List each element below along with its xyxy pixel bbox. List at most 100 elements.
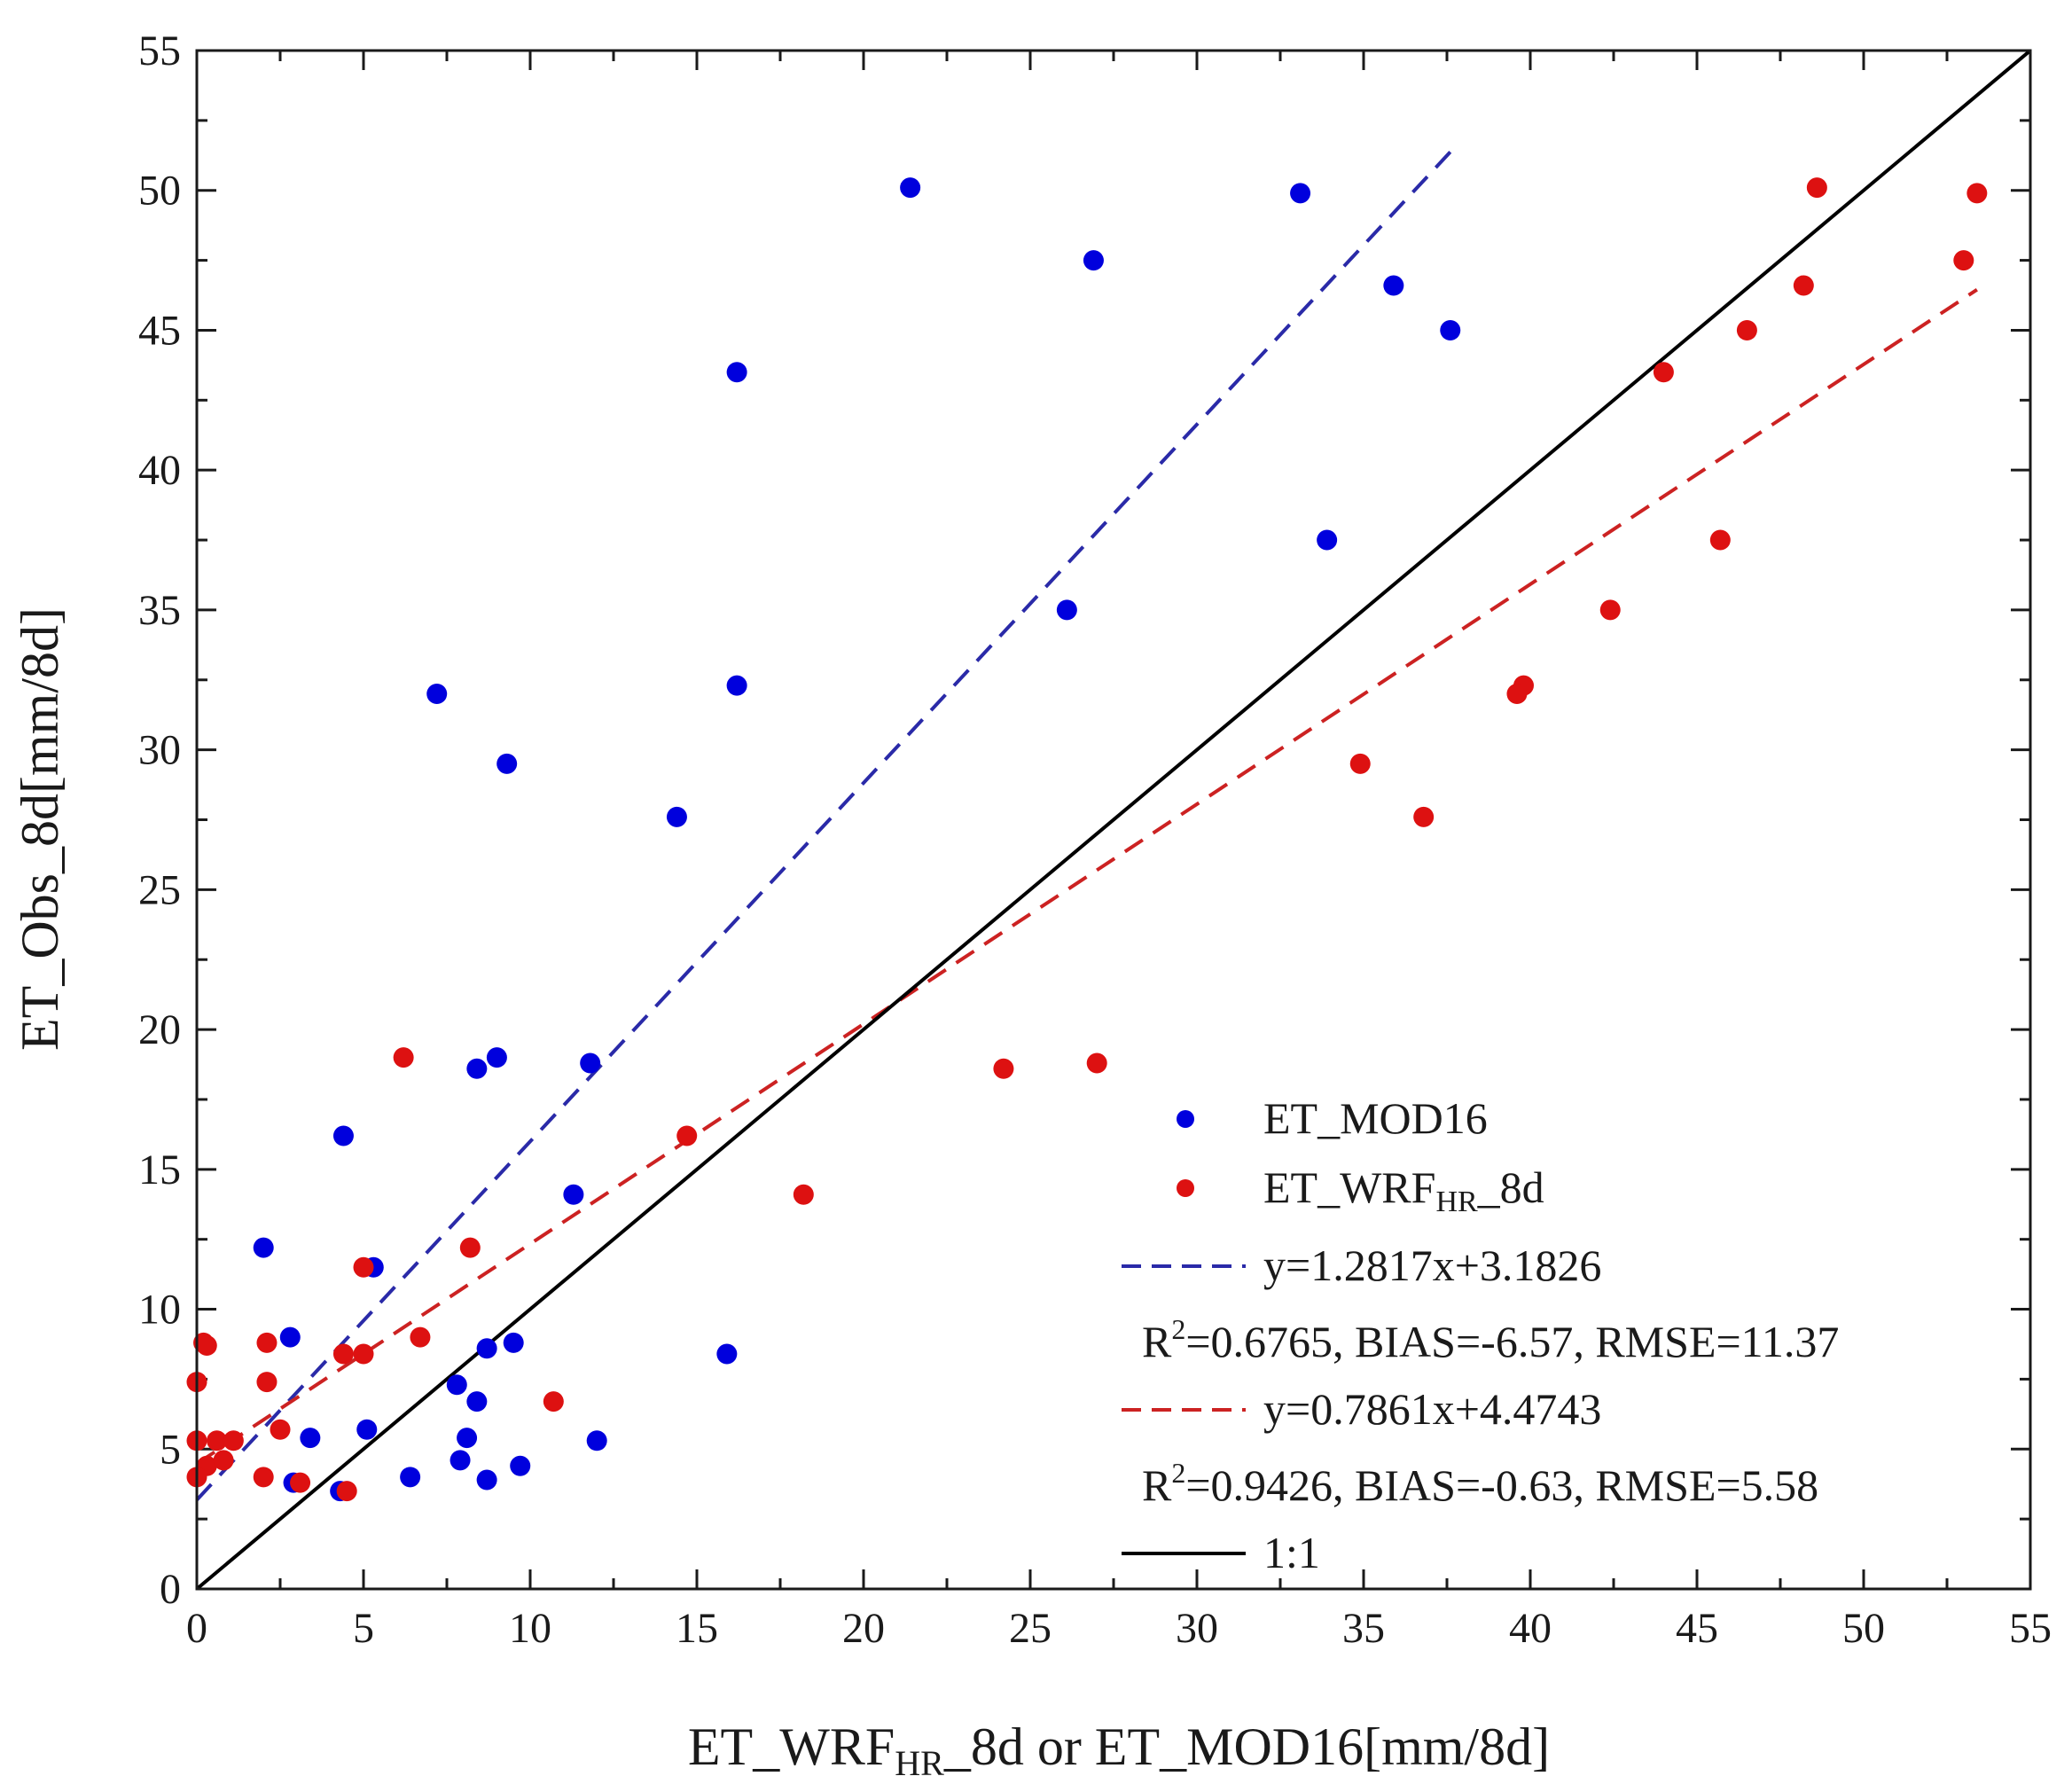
point-wrf: [213, 1450, 234, 1471]
y-tick-label: 40: [138, 447, 181, 494]
point-mod16: [476, 1338, 497, 1359]
point-mod16: [426, 684, 448, 705]
point-mod16: [1290, 183, 1311, 204]
y-tick-label: 5: [160, 1426, 181, 1473]
fit-line-layer: [195, 49, 2032, 1591]
point-wrf: [256, 1372, 278, 1393]
point-mod16: [486, 1047, 507, 1068]
point-wrf: [1349, 753, 1371, 774]
fit-line-2: [195, 49, 2032, 1591]
y-axis-label: ET_Obs_8d[mm/8d]: [11, 607, 69, 1051]
point-mod16: [400, 1467, 421, 1488]
legend-marker-wrf: [1177, 1179, 1194, 1197]
legend-label-wrf: ET_WRFHR_8d: [1263, 1162, 1544, 1218]
x-tick-label: 55: [2009, 1605, 2052, 1652]
point-mod16: [1083, 250, 1104, 271]
point-wrf: [353, 1256, 374, 1278]
plot-frame: [195, 49, 2032, 1591]
point-mod16: [1056, 599, 1077, 621]
point-wrf: [459, 1237, 481, 1258]
point-wrf: [543, 1391, 564, 1412]
x-tick-label: 50: [1842, 1605, 1885, 1652]
point-wrf: [1413, 806, 1435, 827]
point-wrf: [793, 1184, 814, 1205]
point-wrf: [1653, 362, 1674, 383]
point-mod16: [586, 1430, 607, 1451]
point-mod16: [1317, 529, 1338, 551]
x-axis-label: ET_WRFHR_8d or ET_MOD16[mm/8d]: [688, 1717, 1550, 1783]
y-tick-label: 0: [160, 1566, 181, 1613]
point-wrf: [223, 1430, 244, 1451]
legend: ET_MOD16 ET_WRFHR_8d y=1.2817x+3.1826 R2…: [1122, 1093, 1839, 1577]
x-tick-label: 30: [1176, 1605, 1218, 1652]
point-wrf: [1953, 250, 1974, 271]
point-mod16: [503, 1332, 524, 1353]
legend-label-mod16: ET_MOD16: [1263, 1093, 1488, 1143]
x-tick-label: 40: [1509, 1605, 1552, 1652]
point-wrf: [1966, 183, 1988, 204]
legend-marker-mod16: [1177, 1110, 1194, 1128]
point-mod16: [510, 1455, 531, 1476]
legend-label-one-to-one: 1:1: [1263, 1528, 1320, 1577]
point-mod16: [466, 1058, 488, 1079]
point-wrf: [410, 1326, 431, 1348]
x-tick-label: 10: [509, 1605, 551, 1652]
tick-layer: [195, 49, 2032, 1591]
point-wrf: [270, 1419, 291, 1440]
point-mod16: [726, 675, 747, 696]
point-mod16: [496, 753, 518, 774]
tick-label-layer: 0 5 10 15 20 25 30 35 40 45 50 55 0 5 10 15 20 25 30 35 40 45…: [138, 27, 2052, 1652]
point-mod16: [450, 1450, 471, 1471]
point-wrf: [1506, 684, 1528, 705]
point-mod16: [356, 1419, 378, 1440]
point-mod16: [446, 1374, 467, 1396]
y-tick-label: 15: [138, 1146, 181, 1193]
y-tick-label: 55: [138, 27, 181, 74]
point-wrf: [207, 1430, 228, 1451]
x-tick-label: 15: [676, 1605, 718, 1652]
y-tick-label: 25: [138, 866, 181, 913]
point-layer: [186, 177, 1988, 1502]
x-tick-label: 45: [1676, 1605, 1718, 1652]
point-mod16: [580, 1052, 601, 1074]
point-mod16: [1440, 319, 1461, 340]
point-mod16: [279, 1326, 301, 1348]
y-tick-label: 45: [138, 307, 181, 354]
point-wrf: [336, 1481, 357, 1502]
point-mod16: [300, 1428, 321, 1449]
x-tick-label: 20: [842, 1605, 885, 1652]
point-wrf: [353, 1343, 374, 1365]
x-tick-label: 5: [353, 1605, 374, 1652]
y-tick-label: 50: [138, 168, 181, 215]
point-wrf: [993, 1058, 1014, 1079]
point-mod16: [476, 1469, 497, 1491]
y-tick-label: 35: [138, 587, 181, 634]
point-mod16: [253, 1237, 274, 1258]
point-wrf: [253, 1467, 274, 1488]
point-mod16: [900, 177, 921, 199]
x-tick-label: 35: [1342, 1605, 1385, 1652]
legend-stats-mod16: R2=0.6765, BIAS=-6.57, RMSE=11.37: [1142, 1313, 1839, 1366]
point-wrf: [256, 1332, 278, 1353]
point-wrf: [332, 1343, 354, 1365]
y-tick-label: 30: [138, 727, 181, 774]
point-wrf: [1736, 319, 1757, 340]
point-wrf: [393, 1047, 414, 1068]
point-wrf: [196, 1335, 217, 1357]
point-wrf: [676, 1125, 698, 1146]
legend-label-fit-mod16: y=1.2817x+3.1826: [1263, 1240, 1601, 1290]
point-mod16: [457, 1428, 478, 1449]
point-wrf: [1709, 529, 1731, 551]
point-mod16: [332, 1125, 354, 1146]
y-tick-label: 10: [138, 1287, 181, 1334]
fit-line-1: [195, 287, 1978, 1466]
point-mod16: [466, 1391, 488, 1412]
fit-line-0: [195, 143, 1458, 1501]
point-mod16: [666, 806, 687, 827]
point-mod16: [726, 362, 747, 383]
legend-label-fit-wrf: y=0.7861x+4.4743: [1263, 1384, 1601, 1434]
legend-stats-wrf: R2=0.9426, BIAS=-0.63, RMSE=5.58: [1142, 1457, 1818, 1510]
point-wrf: [1086, 1052, 1107, 1074]
point-mod16: [563, 1184, 584, 1205]
